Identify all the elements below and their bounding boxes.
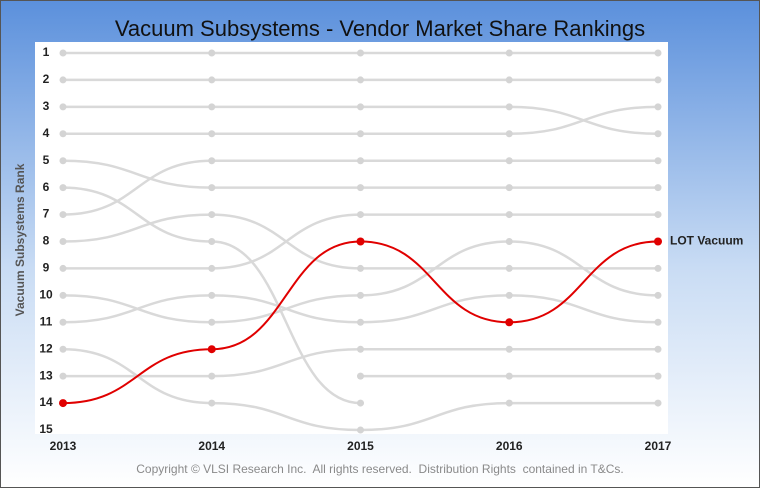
data-point	[59, 399, 67, 408]
data-point	[59, 264, 67, 272]
data-point	[654, 49, 662, 57]
data-point	[505, 291, 513, 299]
data-point	[654, 345, 662, 353]
data-point	[59, 184, 67, 192]
y-tick-label: 14	[39, 395, 53, 409]
data-point	[208, 76, 216, 84]
data-point	[208, 291, 216, 299]
y-tick-label: 2	[43, 72, 50, 86]
data-point	[59, 318, 67, 326]
chart-title: Vacuum Subsystems - Vendor Market Share …	[115, 16, 645, 41]
data-point	[505, 130, 513, 138]
data-point	[59, 345, 67, 353]
data-point	[357, 49, 364, 57]
data-point	[59, 76, 67, 84]
x-tick-label: 2013	[50, 439, 77, 453]
data-point	[654, 291, 662, 299]
data-point	[505, 318, 514, 327]
data-point	[357, 184, 364, 192]
data-point	[59, 103, 67, 111]
series-line	[62, 213, 658, 270]
y-tick-label: 1	[43, 45, 50, 59]
data-point	[357, 103, 364, 111]
data-point	[505, 345, 513, 353]
y-tick-label: 13	[39, 368, 53, 382]
y-tick-label: 3	[43, 99, 50, 113]
data-point	[357, 372, 364, 380]
data-point	[207, 345, 216, 354]
data-point	[208, 103, 216, 111]
data-point	[505, 49, 513, 57]
data-point	[654, 264, 662, 272]
data-point	[505, 238, 513, 245]
data-point	[357, 426, 364, 434]
data-point	[59, 372, 67, 380]
y-tick-label: 4	[43, 126, 50, 140]
data-point	[654, 103, 662, 111]
data-point	[208, 238, 216, 245]
data-point	[357, 76, 364, 84]
data-point	[357, 264, 364, 272]
y-tick-label: 12	[39, 341, 53, 355]
data-point	[208, 130, 216, 138]
data-point	[505, 372, 513, 380]
series-line	[62, 186, 361, 405]
data-point	[505, 157, 513, 165]
y-tick-label: 6	[43, 180, 50, 194]
footnote: Copyright © VLSI Research Inc. All right…	[136, 462, 624, 476]
data-point	[654, 399, 662, 407]
data-point	[654, 372, 662, 380]
data-point	[357, 157, 364, 165]
data-point	[208, 399, 216, 407]
data-point	[654, 318, 662, 326]
y-tick-label: 10	[39, 288, 53, 302]
data-point	[505, 211, 513, 219]
data-point	[59, 130, 67, 138]
data-point	[505, 103, 513, 111]
data-point	[208, 211, 216, 219]
data-point	[505, 184, 513, 192]
series-label: LOT Vacuum	[670, 234, 743, 248]
data-point	[208, 264, 216, 272]
x-tick-label: 2015	[347, 439, 374, 453]
y-tick-label: 15	[39, 422, 53, 436]
data-point	[357, 130, 364, 138]
data-point	[208, 318, 216, 326]
data-point	[59, 211, 67, 219]
data-point	[208, 157, 216, 165]
data-point	[59, 291, 67, 299]
y-tick-label: 7	[43, 207, 50, 221]
data-point	[356, 237, 365, 246]
data-point	[357, 345, 364, 353]
data-point	[654, 130, 662, 138]
data-point	[59, 157, 67, 165]
data-point	[208, 184, 216, 192]
data-point	[357, 211, 364, 219]
data-point	[59, 238, 67, 245]
data-point	[505, 76, 513, 84]
x-tick-label: 2014	[198, 439, 225, 453]
data-point	[357, 291, 364, 299]
data-point	[208, 372, 216, 380]
data-point	[357, 399, 364, 407]
x-tick-label: 2016	[496, 439, 523, 453]
data-point	[654, 237, 662, 246]
data-point	[505, 399, 513, 407]
data-point	[208, 49, 216, 57]
data-point	[654, 211, 662, 219]
data-point	[654, 184, 662, 192]
x-tick-label: 2017	[645, 439, 672, 453]
data-point	[357, 318, 364, 326]
y-tick-label: 9	[43, 261, 50, 275]
y-tick-label: 11	[40, 314, 53, 328]
data-point	[59, 49, 67, 57]
y-tick-label: 8	[43, 234, 50, 248]
y-axis-label: Vacuum Subsystems Rank	[13, 163, 27, 316]
y-tick-label: 5	[43, 153, 50, 167]
data-point	[654, 157, 662, 165]
data-point	[505, 264, 513, 272]
data-point	[654, 76, 662, 84]
